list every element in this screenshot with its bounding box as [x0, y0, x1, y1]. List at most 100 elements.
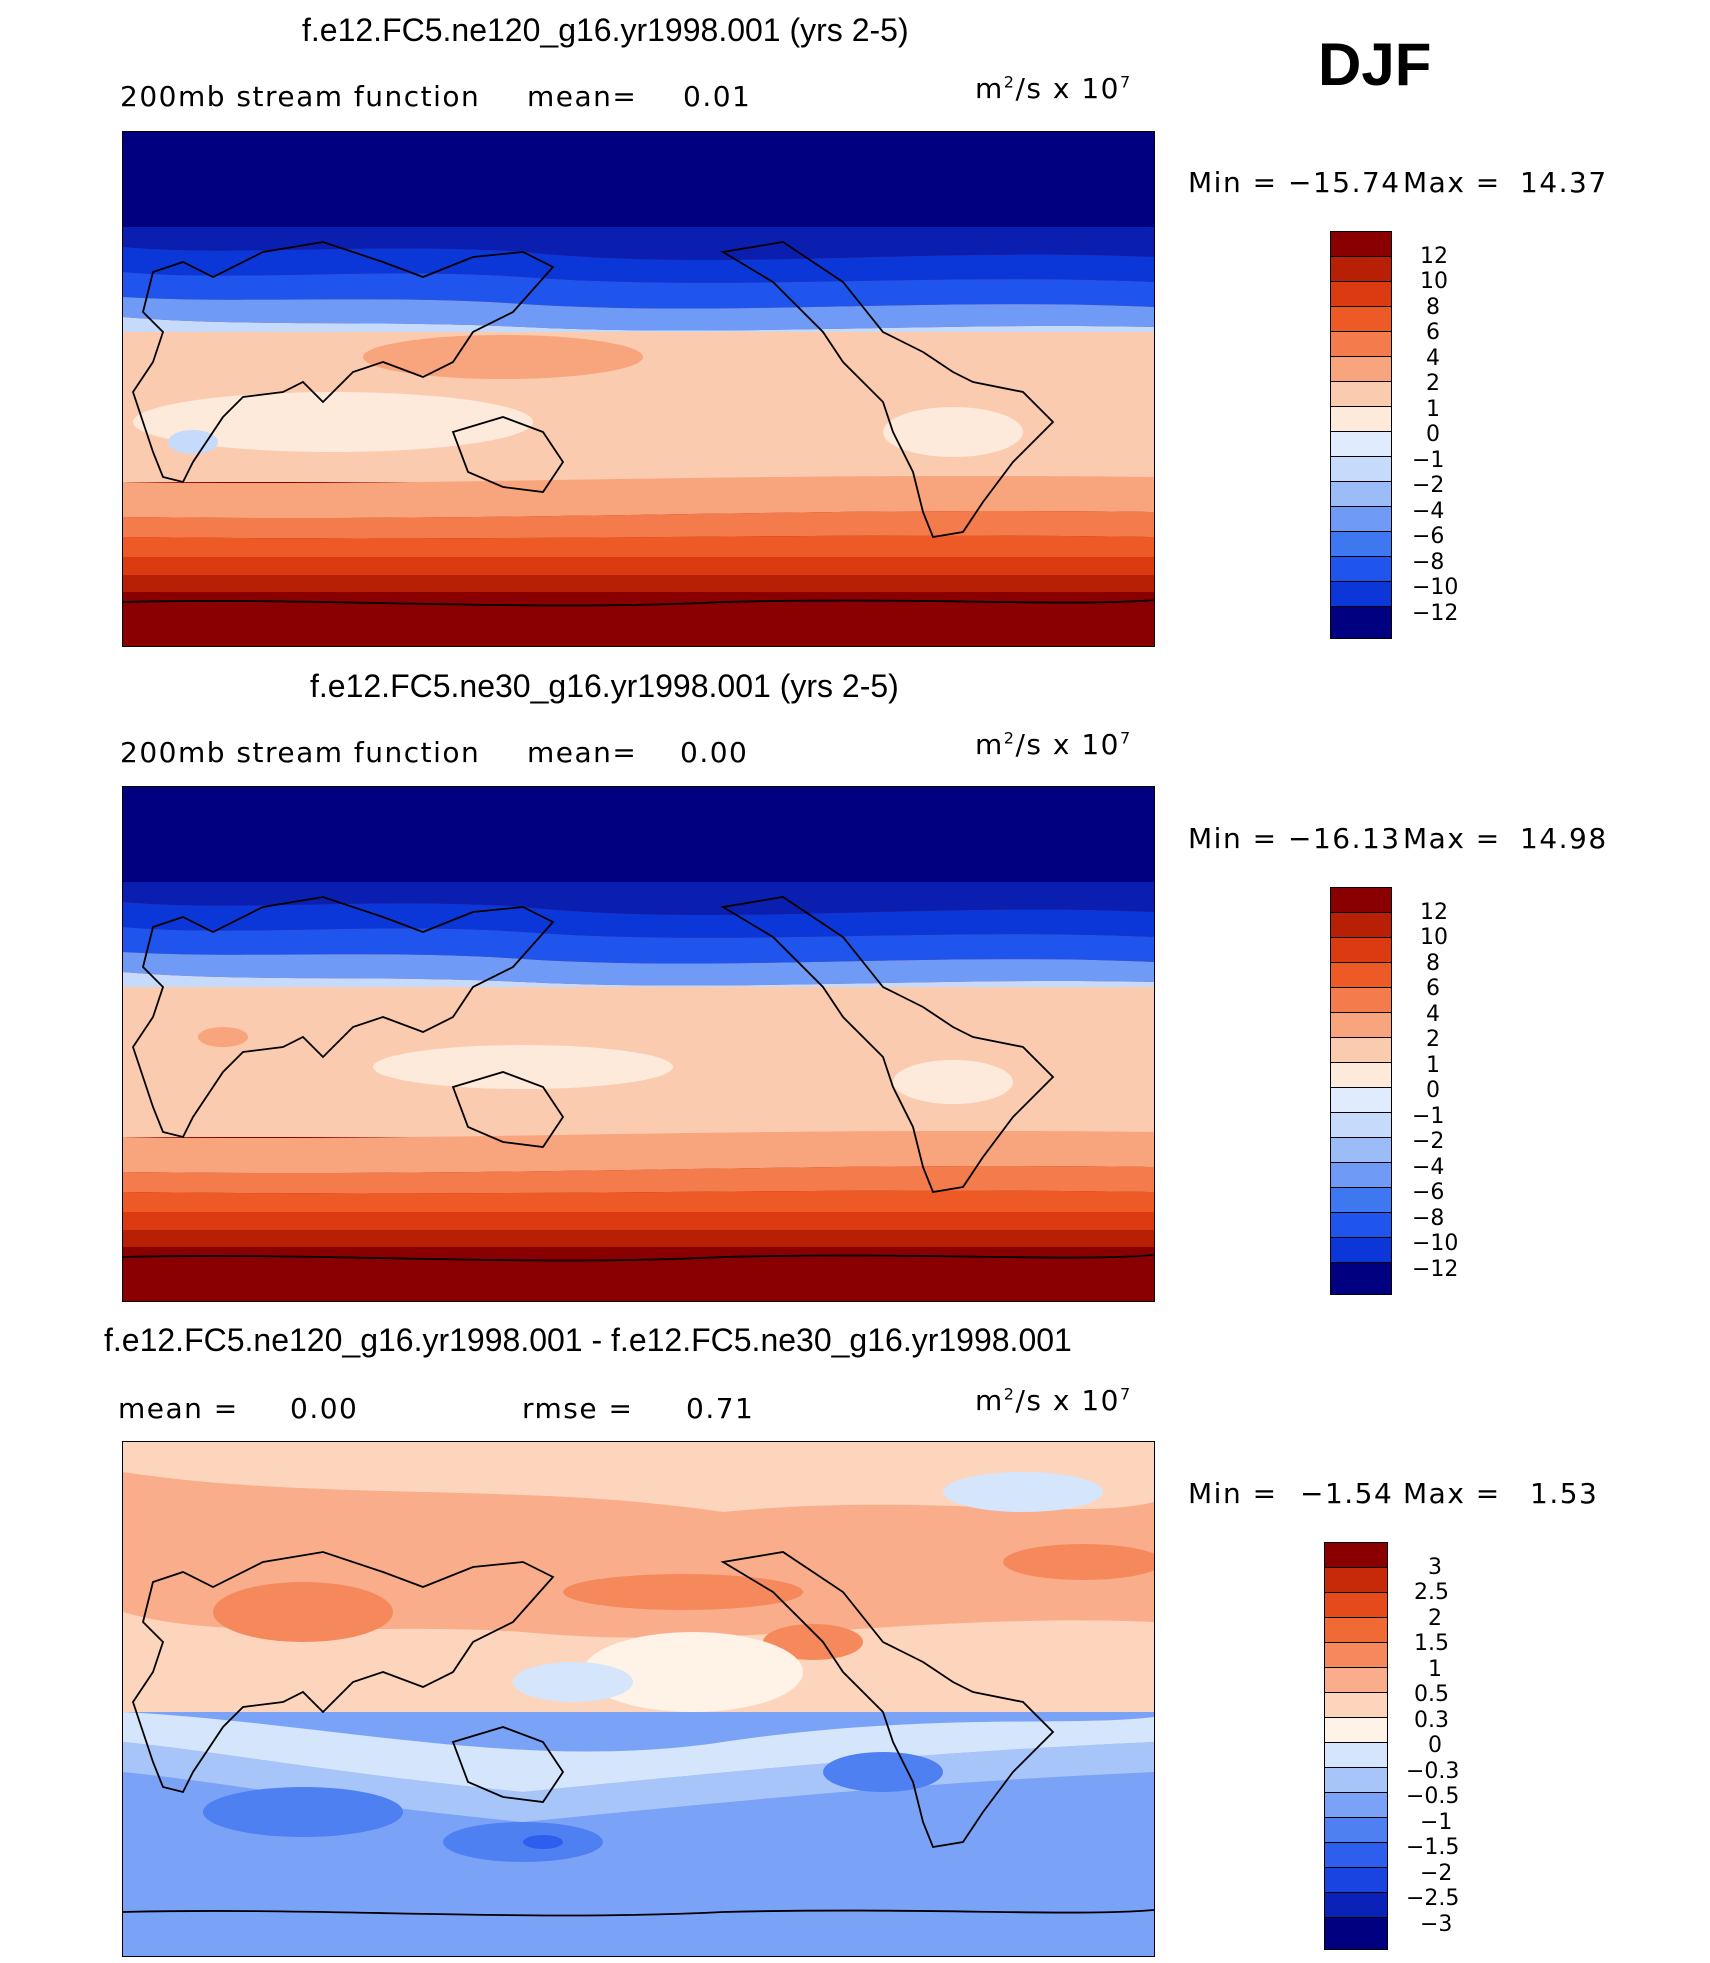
panel1-cbar-seg [1331, 482, 1391, 507]
panel3-tick: 2.5 [1414, 1580, 1449, 1605]
panel1-min-value: −15.74 [1288, 166, 1401, 199]
panel3-cbar-seg [1325, 1793, 1387, 1818]
panel2-cbar-seg [1331, 1188, 1391, 1213]
eurasia-africa [132, 241, 555, 484]
panel2-cbar-seg [1331, 1088, 1391, 1113]
panel1-mean-label: mean= [527, 80, 638, 113]
panel1-cbar-seg [1331, 332, 1391, 357]
panel3-max-label: Max = [1403, 1477, 1501, 1510]
panel3-min-value: −1.54 [1300, 1477, 1394, 1510]
panel3-min-label: Min = [1188, 1477, 1278, 1510]
panel1-max-value: 14.37 [1520, 166, 1608, 199]
panel1-map [122, 131, 1155, 647]
band-n3 [123, 272, 1154, 309]
panel2-cbar-seg [1331, 988, 1391, 1013]
panel1-cbar-seg [1331, 457, 1391, 482]
panel1-coastlines [123, 241, 1154, 607]
panel2-mean-value: 0.00 [680, 736, 749, 769]
band-n2 [123, 247, 1154, 283]
panel2-max-value: 14.98 [1520, 822, 1608, 855]
panel3-tick: 1 [1428, 1657, 1442, 1682]
panel2-variable-label: 200mb stream function [120, 736, 481, 769]
band-s5 [123, 575, 1154, 592]
panel2-tick: −2 [1412, 1129, 1445, 1154]
panel1-cbar-seg [1331, 557, 1391, 582]
panel2-tick: 8 [1426, 951, 1440, 976]
panel3-tick: −2 [1420, 1861, 1453, 1886]
panel3-tick: −0.5 [1406, 1784, 1460, 1809]
panel2-tick: −10 [1412, 1231, 1459, 1256]
eurasia-africa [132, 1551, 555, 1794]
patch-high [363, 335, 643, 379]
australia [451, 1071, 565, 1148]
panel2-tick: 10 [1420, 925, 1448, 950]
patch-neg-deep2 [203, 1787, 403, 1837]
band-s3 [123, 535, 1154, 557]
band-n4 [123, 297, 1154, 331]
panel1-cbar-seg [1331, 382, 1391, 407]
panel1-tick: 0 [1426, 422, 1440, 447]
panel3-rmse-label: rmse = [522, 1392, 634, 1425]
panel3-cbar-seg [1325, 1643, 1387, 1668]
patch-pos1 [123, 1472, 1154, 1638]
panel3-rmse-value: 0.71 [686, 1392, 755, 1425]
panel1-tick: 1 [1426, 397, 1440, 422]
panel1-tick: 6 [1426, 320, 1440, 345]
panel2-cbar-seg [1331, 963, 1391, 988]
panel1-mean-value: 0.01 [683, 80, 752, 113]
panel1-cbar-seg [1331, 607, 1391, 638]
panel2-tick: 2 [1426, 1027, 1440, 1052]
patch-low [373, 1045, 673, 1089]
panel2-cbar-seg [1331, 1038, 1391, 1063]
panel1-cbar-seg [1331, 357, 1391, 382]
panel3-cbar-seg [1325, 1818, 1387, 1843]
band-s4 [123, 1212, 1154, 1230]
panel2-tick: −4 [1412, 1155, 1445, 1180]
panel1-tick: 10 [1420, 269, 1448, 294]
panel1-tick: −12 [1412, 601, 1459, 626]
panel3-cbar-seg [1325, 1918, 1387, 1949]
panel1-tick: −8 [1412, 550, 1445, 575]
panel1-title: f.e12.FC5.ne120_g16.yr1998.001 (yrs 2-5) [302, 12, 909, 48]
band-s2 [123, 510, 1154, 539]
americas [720, 1551, 1055, 1849]
panel3-units: m2/s x 107 [975, 1384, 1132, 1417]
panel3-cbar-seg [1325, 1543, 1387, 1568]
band-s4 [123, 557, 1154, 575]
panel2-tick: 0 [1426, 1078, 1440, 1103]
australia [451, 1726, 565, 1803]
panel2-coastlines [123, 896, 1154, 1262]
panel3-tick: −1.5 [1406, 1835, 1460, 1860]
panel3-cbar-seg [1325, 1668, 1387, 1693]
band-s2 [123, 1165, 1154, 1194]
panel3-colorbar [1324, 1542, 1388, 1950]
panel2-tick: 12 [1420, 900, 1448, 925]
patch-pos3 [563, 1574, 803, 1610]
band-n4 [123, 952, 1154, 986]
panel3-tick: 3 [1428, 1555, 1442, 1580]
antarctica [123, 599, 1154, 607]
band-neg1 [123, 1712, 1154, 1792]
panel2-tick: −6 [1412, 1180, 1445, 1205]
panel1-tick: −2 [1412, 473, 1445, 498]
australia [451, 416, 565, 493]
antarctica [123, 1909, 1154, 1917]
panel2-cbar-seg [1331, 1013, 1391, 1038]
panel2-tick: 4 [1426, 1002, 1440, 1027]
panel3-tick: 0.5 [1414, 1682, 1449, 1707]
panel3-tick: 0.3 [1414, 1708, 1449, 1733]
panel1-tick: 4 [1426, 346, 1440, 371]
panel1-colorbar [1330, 231, 1392, 639]
patch-zero [583, 1632, 803, 1712]
season-label: DJF [1318, 31, 1432, 98]
panel3-tick: 1.5 [1414, 1631, 1449, 1656]
patch-pos2 [213, 1582, 393, 1642]
americas [720, 896, 1055, 1194]
panel1-tick: −1 [1412, 448, 1445, 473]
patch-neg-arctic [943, 1472, 1103, 1512]
panel2-cbar-seg [1331, 938, 1391, 963]
panel1-tick: 2 [1426, 371, 1440, 396]
panel3-mean-value: 0.00 [290, 1392, 359, 1425]
panel2-cbar-seg [1331, 913, 1391, 938]
panel2-map [122, 786, 1155, 1302]
